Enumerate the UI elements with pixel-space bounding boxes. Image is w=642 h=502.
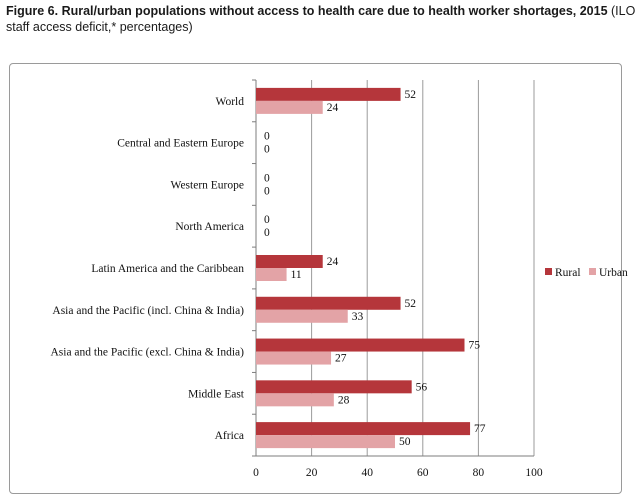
bar-urban: [256, 393, 334, 407]
data-label-urban: 28: [338, 394, 350, 406]
legend-swatch-rural: [545, 268, 552, 275]
legend-swatch-urban: [589, 268, 596, 275]
data-label-rural: 77: [474, 423, 486, 435]
bar-urban: [256, 100, 323, 114]
bar-urban: [256, 351, 332, 365]
data-label-urban: 11: [291, 269, 302, 281]
data-label-urban: 27: [335, 353, 347, 365]
category-label: Western Europe: [171, 179, 244, 191]
x-tick-label: 40: [361, 467, 373, 479]
data-label-rural: 24: [327, 256, 339, 268]
bar-rural: [256, 87, 401, 101]
data-label-urban: 0: [264, 144, 270, 156]
data-label-rural: 75: [469, 340, 481, 352]
figure-title: Figure 6. Rural/urban populations withou…: [6, 3, 636, 35]
category-label: World: [216, 96, 245, 108]
category-label: Middle East: [188, 388, 245, 400]
bar-rural: [256, 296, 401, 310]
bar-rural: [256, 338, 465, 352]
x-tick-label: 80: [473, 467, 485, 479]
bar-rural: [256, 255, 323, 268]
bars: [256, 87, 471, 449]
title-subtitle: (ILO staff access deficit,* percentages): [6, 4, 636, 34]
data-label-rural: 56: [416, 381, 428, 393]
x-tick-label: 100: [525, 467, 543, 479]
data-label-rural: 52: [405, 298, 417, 310]
legend: Rural Urban: [545, 267, 628, 279]
labels: 0 20 40 60 80 100 World 52 24 Central and Eastern…: [50, 89, 542, 479]
category-label: Latin America and the Caribbean: [91, 263, 244, 275]
bar-urban: [256, 309, 348, 323]
title-main: Figure 6. Rural/urban populations withou…: [6, 4, 608, 18]
x-tick-label: 0: [253, 467, 259, 479]
category-label: Central and Eastern Europe: [117, 138, 244, 150]
category-label: Asia and the Pacific (incl. China & Indi…: [52, 305, 244, 317]
data-label-rural: 0: [264, 172, 270, 184]
data-label-urban: 0: [264, 185, 270, 197]
legend-label-rural: Rural: [555, 267, 581, 279]
data-label-rural: 0: [264, 214, 270, 226]
category-label: Asia and the Pacific (excl. China & Indi…: [50, 347, 244, 359]
legend-label-urban: Urban: [599, 267, 628, 279]
bar-urban: [256, 268, 287, 281]
data-label-urban: 50: [399, 436, 411, 448]
data-label-urban: 24: [327, 102, 339, 114]
x-tick-label: 60: [417, 467, 429, 479]
data-label-rural: 0: [264, 131, 270, 143]
category-label: Africa: [215, 430, 244, 442]
data-label-urban: 0: [264, 227, 270, 239]
bar-rural: [256, 422, 471, 436]
category-label: North America: [175, 221, 244, 233]
data-label-urban: 33: [352, 311, 364, 323]
data-label-rural: 52: [405, 89, 417, 101]
bar-rural: [256, 380, 412, 394]
bar-urban: [256, 435, 395, 449]
x-tick-label: 20: [306, 467, 318, 479]
